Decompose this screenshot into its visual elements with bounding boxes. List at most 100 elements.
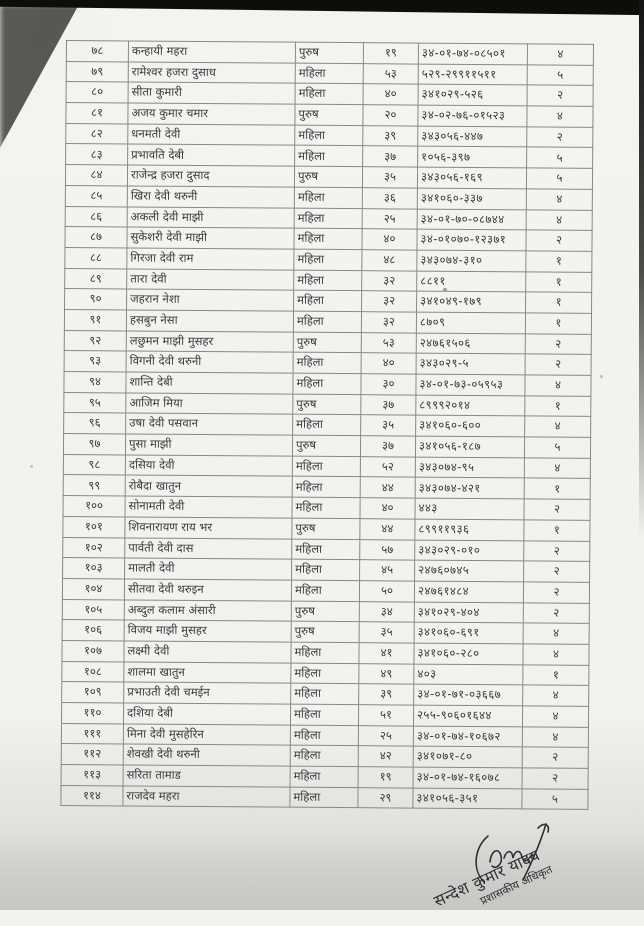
cell-name: सरिता तामाड — [123, 765, 291, 787]
cell-gender: महिला — [290, 745, 359, 767]
cell-id_number: ३४१०६०-६०० — [415, 415, 525, 437]
cell-age: ३६ — [362, 187, 418, 209]
cell-sn: ८४ — [65, 164, 128, 186]
cell-gender: महिला — [290, 642, 360, 664]
cell-gender: महिला — [292, 455, 361, 478]
cell-sn: १०५ — [62, 599, 125, 621]
cell-name: सीता कुमारी — [128, 82, 296, 105]
cell-age: ४१ — [358, 642, 415, 664]
cell-id_number: ८७०९ — [416, 312, 526, 334]
cell-id_number: ३४१०७१-८० — [413, 746, 523, 768]
cell-name: पार्वती देवी दास — [124, 537, 292, 560]
cell-age: ४५ — [359, 559, 415, 581]
cell-id_number: ३४-०१०७०-१२३७१ — [416, 229, 527, 251]
cell-gender: पुरुष — [291, 517, 361, 540]
cell-name: दशिया देबी — [123, 702, 291, 725]
cell-id_number: ४०३ — [413, 663, 523, 686]
cell-gender: पुरुष — [293, 331, 362, 353]
cell-sn: ७८ — [66, 40, 129, 62]
cell-sn: ११४ — [60, 785, 124, 807]
cell-sn: १०९ — [61, 681, 124, 703]
cell-ward: १ — [524, 395, 591, 417]
cell-id_number: ३४१०६०-६९१ — [414, 622, 524, 644]
cell-name: हसबुन नेसा — [126, 309, 294, 332]
cell-name: पुसा माझी — [125, 434, 293, 456]
cell-name: कन्हायी महरा — [128, 40, 296, 63]
cell-ward: २ — [523, 581, 590, 603]
cell-ward: २ — [525, 230, 593, 252]
cell-ward: २ — [526, 126, 593, 148]
cell-sn: ९० — [64, 288, 127, 310]
cell-name: राजेन्द्र हजरा दुसाद — [127, 165, 295, 187]
cell-name: गिरजा देवी राम — [126, 247, 294, 270]
cell-age: ४९ — [358, 663, 414, 685]
cell-age: ४० — [361, 352, 417, 375]
cell-id_number: ८८११ — [416, 270, 526, 293]
cell-name: राजदेव महरा — [122, 785, 291, 808]
cell-id_number: ३४३०५६-१६९ — [417, 167, 527, 189]
cell-age: ३७ — [360, 394, 416, 416]
cell-sn: ९८ — [63, 454, 126, 476]
cell-age: २० — [362, 104, 419, 126]
cell-name: सोनामती देवी — [125, 496, 293, 518]
cell-sn: ९६ — [63, 412, 126, 435]
cell-id_number: ३४३०२९-५ — [416, 353, 526, 375]
cell-name: सीतवा देवी थरुइन — [124, 578, 292, 601]
cell-sn: ८० — [66, 81, 129, 104]
cell-name: धनमती देवी — [127, 123, 295, 146]
cell-name: मिना देवी मुसहेरिन — [123, 723, 291, 746]
scan-speck — [30, 465, 33, 468]
cell-ward: ४ — [524, 457, 591, 479]
cell-age: ३९ — [362, 125, 418, 147]
cell-id_number: ३४१०५६-३५१ — [412, 787, 523, 810]
cell-name: शान्ति देबी — [125, 371, 294, 394]
cell-gender: महिला — [293, 352, 362, 374]
cell-id_number: ३४१०२९-४०४ — [414, 601, 524, 624]
cell-ward: ४ — [522, 705, 589, 728]
cell-gender: पुरुष — [292, 435, 361, 457]
cell-ward: २ — [522, 767, 589, 790]
cell-ward: ५ — [527, 64, 594, 86]
cell-id_number: ३४१०५६-१८७ — [415, 436, 525, 458]
cell-name: दसिया देवी — [125, 454, 293, 477]
cell-sn: ८६ — [65, 205, 128, 228]
cell-sn: ८१ — [65, 102, 129, 124]
cell-age: ४० — [360, 497, 416, 519]
cell-sn: ९३ — [64, 350, 127, 372]
cell-gender: महिला — [294, 207, 363, 229]
cell-age: ३९ — [358, 683, 414, 706]
cell-gender: महिला — [291, 559, 360, 581]
cell-name: तारा देवी — [126, 268, 294, 291]
cell-name: विगनी देवी थरुनी — [126, 351, 294, 374]
cell-ward: ५ — [521, 788, 589, 810]
cell-gender: महिला — [290, 724, 359, 747]
cell-ward: २ — [525, 333, 592, 355]
cell-age: ३० — [360, 373, 417, 395]
cell-ward: ४ — [526, 209, 593, 231]
cell-age: ३२ — [361, 290, 417, 313]
scan-shadow-bottom — [0, 832, 644, 910]
cell-gender: महिला — [290, 683, 359, 705]
cell-gender: महिला — [293, 249, 362, 271]
cell-id_number: ३४-०२-७६-०१५२३ — [417, 105, 528, 127]
cell-gender: महिला — [292, 414, 361, 436]
cell-ward: २ — [523, 498, 591, 521]
cell-name: शिवनारायण राय भर — [124, 516, 293, 539]
cell-gender: महिला — [293, 228, 363, 250]
cell-sn: १०८ — [61, 661, 124, 683]
cell-gender: महिला — [291, 580, 360, 602]
cell-age: ५२ — [360, 456, 416, 478]
cell-age: ४८ — [361, 249, 417, 271]
table-row: ११४ राजदेव महरा महिला २९ ३४१०५६-३५१ ५ — [60, 785, 589, 810]
cell-ward: ५ — [526, 147, 593, 169]
cell-id_number: ३४-०१-७४-१०६७२ — [413, 725, 523, 748]
cell-sn: ९१ — [64, 309, 127, 331]
cell-ward: ४ — [526, 105, 594, 128]
cell-age: ४० — [363, 84, 419, 106]
cell-gender: महिला — [290, 704, 359, 726]
cell-gender: पुरुष — [292, 393, 361, 416]
cell-id_number: ३४३०२९-०१० — [414, 539, 524, 562]
cell-gender: महिला — [290, 766, 359, 788]
cell-ward: १ — [525, 312, 592, 334]
